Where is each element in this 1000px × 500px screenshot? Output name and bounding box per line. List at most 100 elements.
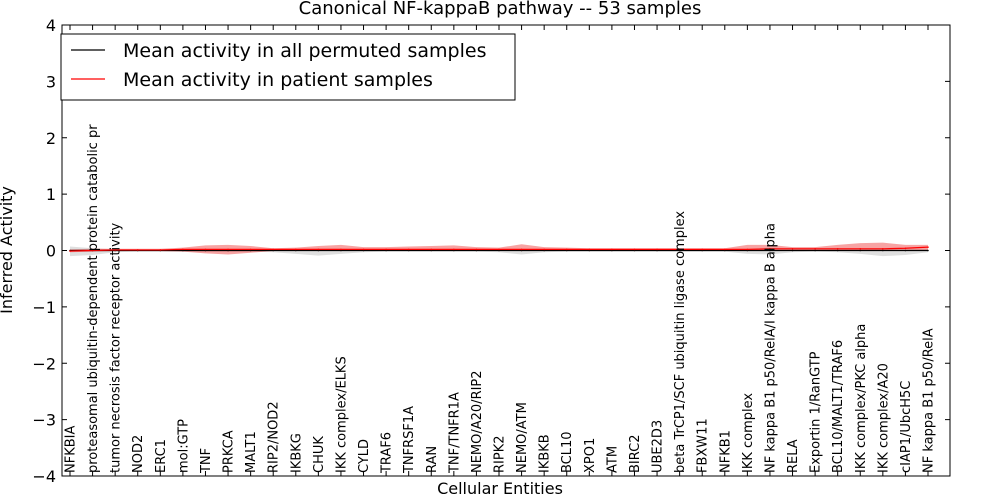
data-point [678, 248, 681, 251]
y-tick-label: 4 [46, 16, 56, 35]
x-tick-label: Exportin 1/RanGTP [809, 351, 824, 473]
x-tick-label: BCL10 [560, 431, 575, 473]
data-point [475, 249, 478, 252]
data-point [362, 249, 365, 252]
legend-label-permuted: Mean activity in all permuted samples [123, 40, 486, 62]
data-point [227, 249, 229, 252]
data-point [701, 249, 704, 252]
data-point [520, 249, 523, 252]
data-point [656, 248, 658, 251]
data-point [701, 248, 704, 251]
x-tick-label: TRAF6 [380, 432, 395, 474]
data-point [91, 249, 94, 252]
data-point [882, 249, 884, 252]
x-tick-label: tumor necrosis factor receptor activity [109, 222, 124, 473]
x-tick-label: IKK complex/ELKS [334, 356, 349, 473]
x-tick-label: IKBKB [538, 434, 553, 473]
data-point [588, 248, 591, 251]
x-axis-ticks: NFKBIA proteasomal ubiquitin-dependent pr… [64, 25, 937, 476]
band-patient [70, 242, 928, 255]
data-point [340, 248, 342, 251]
data-point [543, 248, 545, 251]
y-tick-label: 3 [46, 72, 56, 91]
data-point [136, 249, 139, 251]
data-point [272, 248, 275, 251]
x-tick-label: cIAP1/UbcH5C [899, 381, 914, 473]
data-point [769, 248, 771, 250]
data-point [362, 248, 365, 251]
data-point [611, 249, 613, 252]
data-point [836, 249, 839, 252]
data-point [611, 248, 613, 251]
data-point [927, 246, 929, 248]
data-point [633, 248, 636, 251]
data-point [814, 248, 816, 250]
data-point [159, 249, 162, 251]
data-point [520, 248, 523, 251]
data-point [453, 249, 455, 252]
data-point [565, 249, 568, 252]
x-tick-label: TNF/TNFR1A [447, 392, 462, 474]
y-tick-label: −2 [32, 354, 56, 373]
data-point [859, 248, 862, 250]
x-tick-label: UBE2D3 [651, 420, 666, 473]
x-tick-label: IKK complex/PKC alpha [854, 324, 869, 473]
data-point [430, 248, 433, 251]
x-tick-label: NFKBIA [64, 426, 79, 473]
data-point [407, 249, 410, 252]
x-tick-label: mol:GTP [176, 419, 191, 473]
legend-label-patient: Mean activity in patient samples [123, 69, 433, 91]
x-tick-label: IKK complex [741, 393, 756, 473]
data-point [836, 248, 839, 250]
data-point [656, 249, 658, 252]
data-point [791, 249, 794, 252]
data-point [317, 249, 320, 252]
confidence-bands [70, 242, 928, 257]
x-tick-label: BCL10/MALT1/TRAF6 [831, 340, 846, 473]
data-point [814, 249, 816, 252]
data-point [859, 249, 862, 252]
data-point [294, 248, 297, 251]
chart-title: Canonical NF-kappaB pathway -- 53 sample… [299, 0, 702, 19]
data-point [182, 248, 184, 251]
legend-box [60, 33, 516, 101]
data-point [723, 249, 726, 252]
data-point [475, 248, 478, 251]
data-point [498, 248, 500, 251]
data-point [543, 249, 545, 252]
x-tick-label: RIP2/NOD2 [267, 401, 282, 473]
x-tick-label: FBXW11 [696, 418, 711, 473]
y-tick-label: −4 [32, 467, 56, 486]
data-point [746, 249, 749, 252]
x-tick-label: TNFRSF1A [402, 406, 417, 474]
data-point [746, 248, 749, 251]
x-tick-label: IKBKG [289, 433, 304, 473]
data-point [249, 249, 252, 252]
x-tick-label: IKK complex/A20 [876, 363, 891, 473]
data-point [385, 249, 387, 252]
data-point [317, 248, 320, 251]
data-point [498, 249, 500, 252]
x-tick-label: BIRC2 [628, 435, 643, 474]
x-tick-label: NEMO/A20/RIP2 [470, 370, 485, 473]
x-tick-label: ATM [605, 446, 620, 473]
x-tick-label: NOD2 [131, 435, 146, 473]
band-permuted [70, 246, 928, 257]
x-tick-label: PRKCA [222, 430, 237, 473]
x-tick-label: NF kappa B1 p50/RelA [922, 328, 937, 473]
x-tick-label: RELA [786, 439, 801, 473]
data-point [407, 248, 410, 251]
x-tick-label: XPO1 [583, 438, 598, 473]
data-point [294, 249, 297, 252]
x-tick-label: NEMO/ATM [515, 402, 530, 473]
data-point [904, 247, 907, 250]
x-tick-label: CYLD [357, 439, 372, 473]
x-tick-label: NFKB1 [718, 430, 733, 473]
series-lines [69, 246, 929, 252]
data-point [904, 249, 907, 252]
data-point [249, 248, 252, 251]
data-point [882, 248, 884, 250]
data-point [678, 249, 681, 252]
x-tick-label: RIPK2 [493, 435, 508, 473]
